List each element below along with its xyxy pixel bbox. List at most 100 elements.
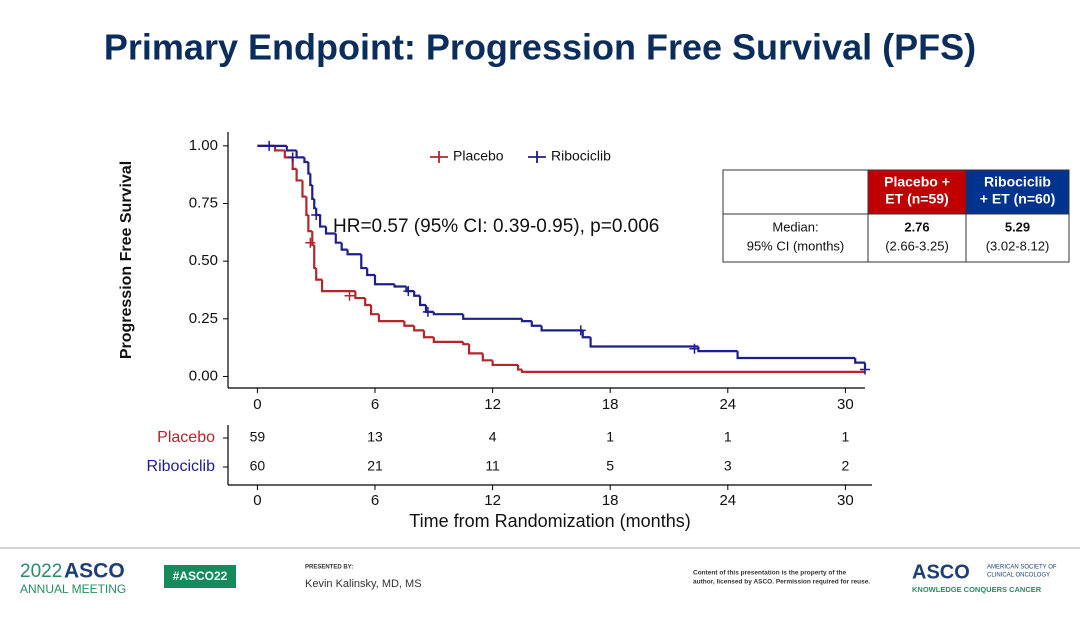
- km-step: [364, 298, 372, 307]
- censor-mark: [860, 364, 870, 375]
- presenter: Kevin Kalinsky, MD, MS: [305, 578, 422, 590]
- km-step: [413, 325, 424, 332]
- km-step: [320, 279, 356, 293]
- km-step: [481, 353, 493, 362]
- presented-by: PRESENTED BY:: [305, 565, 353, 571]
- x-tick-label: 6: [371, 396, 379, 413]
- km-step: [491, 360, 519, 367]
- table-header: Ribociclib: [984, 174, 1051, 190]
- km-step: [305, 196, 309, 217]
- risk-x-tick-label: 24: [719, 492, 736, 509]
- footer-logo: ASCO: [912, 561, 970, 583]
- km-step: [309, 173, 313, 187]
- risk-count: 59: [250, 429, 266, 445]
- table-row-label: 95% CI (months): [747, 238, 845, 253]
- y-tick-label: 1.00: [189, 137, 218, 154]
- km-step: [736, 351, 856, 360]
- table-header: ET (n=59): [885, 191, 948, 207]
- km-step: [540, 325, 583, 332]
- risk-count: 3: [724, 458, 732, 474]
- km-step: [311, 185, 315, 200]
- km-step: [354, 291, 366, 300]
- km-step: [373, 274, 395, 286]
- km-step: [462, 341, 470, 346]
- km-step: [324, 226, 336, 235]
- censor-mark: [344, 290, 355, 301]
- km-step: [520, 318, 532, 323]
- notice-line: author, licensed by ASCO. Permission req…: [693, 579, 870, 586]
- risk-count: 13: [367, 429, 383, 445]
- risk-count: 2: [842, 458, 850, 474]
- km-step: [285, 145, 297, 152]
- y-tick-label: 0.00: [189, 367, 218, 384]
- km-step: [403, 321, 415, 327]
- km-step: [313, 198, 317, 210]
- risk-x-tick-label: 18: [602, 492, 619, 509]
- km-step: [413, 291, 421, 297]
- table-header: Placebo +: [884, 174, 950, 190]
- km-step: [319, 215, 326, 228]
- km-step: [273, 145, 285, 152]
- km-step: [366, 268, 375, 277]
- km-step: [516, 364, 522, 371]
- km-step: [581, 330, 591, 339]
- notice-line: Content of this presentation is the prop…: [693, 570, 847, 577]
- km-step: [520, 369, 865, 373]
- slide-title: Primary Endpoint: Progression Free Survi…: [104, 27, 976, 68]
- y-tick-label: 0.25: [189, 310, 218, 327]
- km-step: [393, 284, 407, 288]
- km-step: [346, 249, 362, 256]
- hashtag-box: [164, 565, 236, 588]
- km-step: [589, 337, 699, 348]
- footer-asco: ASCO: [64, 560, 125, 583]
- km-step: [307, 161, 311, 175]
- table-cell: (3.02-8.12): [986, 238, 1050, 253]
- table-cell: 5.29: [1005, 219, 1030, 234]
- km-step: [530, 321, 542, 327]
- km-step: [418, 295, 426, 307]
- km-step: [697, 346, 738, 353]
- y-tick-label: 0.75: [189, 194, 218, 211]
- censor-mark: [689, 343, 700, 354]
- km-step: [377, 314, 405, 323]
- footer-society: CLINICAL ONCOLOGY: [987, 573, 1050, 579]
- legend-label: Ribociclib: [551, 148, 611, 164]
- table-row-label: Median:: [772, 219, 818, 234]
- x-tick-label: 24: [719, 396, 736, 413]
- censor-mark: [287, 152, 298, 163]
- legend-swatch: [528, 151, 546, 163]
- table-border: [722, 169, 1070, 263]
- risk-count: 60: [250, 458, 266, 474]
- km-step: [462, 314, 522, 320]
- risk-count: 1: [606, 429, 614, 445]
- risk-count: 1: [842, 429, 850, 445]
- risk-row-label: Ribociclib: [147, 458, 216, 475]
- km-step: [360, 254, 368, 270]
- table-header-cell: [868, 170, 966, 214]
- km-step: [854, 358, 865, 364]
- km-step: [432, 337, 464, 343]
- risk-x-tick-label: 12: [484, 492, 501, 509]
- km-step: [467, 344, 483, 355]
- km-step: [424, 304, 434, 313]
- censor-mark: [403, 286, 414, 297]
- legend-label: Placebo: [453, 148, 504, 164]
- km-step: [369, 304, 379, 316]
- table-header-cell: [966, 170, 1069, 214]
- annotation: HR=0.57 (95% CI: 0.39-0.95), p=0.006: [333, 216, 659, 237]
- risk-count: 1: [724, 429, 732, 445]
- y-tick-label: 0.50: [189, 252, 218, 269]
- table-cell: 2.76: [904, 219, 929, 234]
- km-step: [432, 311, 464, 316]
- risk-row-label: Placebo: [157, 429, 215, 446]
- censor-mark: [305, 237, 316, 248]
- km-step: [313, 245, 317, 270]
- risk-count: 5: [606, 458, 614, 474]
- legend-swatch: [430, 151, 448, 163]
- footer-year: 2022: [20, 561, 62, 582]
- table-header: + ET (n=60): [980, 191, 1055, 207]
- km-step: [340, 242, 348, 251]
- km-step: [307, 215, 313, 233]
- km-step: [301, 180, 307, 198]
